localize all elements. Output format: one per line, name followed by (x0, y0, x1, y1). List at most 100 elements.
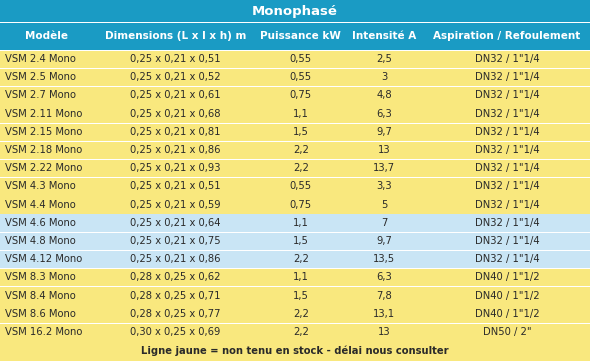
Text: 2,2: 2,2 (293, 163, 309, 173)
Text: 1,5: 1,5 (293, 127, 309, 137)
Text: VSM 4.4 Mono: VSM 4.4 Mono (5, 200, 76, 210)
Text: 0,75: 0,75 (290, 91, 312, 100)
Text: 1,5: 1,5 (293, 291, 309, 300)
Bar (0, 250, 590, 251)
Text: VSM 2.5 Mono: VSM 2.5 Mono (5, 72, 76, 82)
Text: 0,28 x 0,25 x 0,71: 0,28 x 0,25 x 0,71 (130, 291, 221, 300)
Text: 13,1: 13,1 (373, 309, 395, 319)
Text: VSM 4.6 Mono: VSM 4.6 Mono (5, 218, 76, 228)
Text: VSM 2.22 Mono: VSM 2.22 Mono (5, 163, 82, 173)
Text: VSM 4.3 Mono: VSM 4.3 Mono (5, 182, 76, 191)
Text: 7,8: 7,8 (376, 291, 392, 300)
Text: VSM 2.15 Mono: VSM 2.15 Mono (5, 127, 82, 137)
Text: Puissance kW: Puissance kW (260, 31, 342, 41)
Text: DN32 / 1"1/4: DN32 / 1"1/4 (475, 72, 539, 82)
Text: DN32 / 1"1/4: DN32 / 1"1/4 (475, 54, 539, 64)
Text: Aspiration / Refoulement: Aspiration / Refoulement (434, 31, 581, 41)
Text: 9,7: 9,7 (376, 236, 392, 246)
Text: DN40 / 1"1/2: DN40 / 1"1/2 (475, 309, 539, 319)
Text: 0,25 x 0,21 x 0,81: 0,25 x 0,21 x 0,81 (130, 127, 221, 137)
Bar (0, 68, 590, 69)
Text: DN32 / 1"1/4: DN32 / 1"1/4 (475, 254, 539, 264)
Bar (0, 340, 590, 341)
Text: 2,2: 2,2 (293, 309, 309, 319)
Text: 1,1: 1,1 (293, 272, 309, 282)
Bar (0, 159, 590, 177)
Bar (0, 341, 590, 361)
Bar (0, 177, 590, 178)
Text: 0,25 x 0,21 x 0,51: 0,25 x 0,21 x 0,51 (130, 182, 221, 191)
Text: 0,28 x 0,25 x 0,62: 0,28 x 0,25 x 0,62 (130, 272, 221, 282)
Bar (0, 268, 590, 286)
Text: VSM 16.2 Mono: VSM 16.2 Mono (5, 327, 82, 337)
Bar (0, 123, 590, 141)
Text: 3,3: 3,3 (376, 182, 392, 191)
Bar (0, 214, 590, 232)
Text: Dimensions (L x l x h) m: Dimensions (L x l x h) m (104, 31, 246, 41)
Text: Monophasé: Monophasé (252, 4, 338, 17)
Text: 0,25 x 0,21 x 0,51: 0,25 x 0,21 x 0,51 (130, 54, 221, 64)
Bar (0, 141, 590, 142)
Text: DN32 / 1"1/4: DN32 / 1"1/4 (475, 145, 539, 155)
Text: Modèle: Modèle (25, 31, 68, 41)
Text: VSM 8.4 Mono: VSM 8.4 Mono (5, 291, 76, 300)
Text: 13: 13 (378, 145, 391, 155)
Text: 0,25 x 0,21 x 0,86: 0,25 x 0,21 x 0,86 (130, 145, 221, 155)
Bar (0, 22, 590, 50)
Bar (0, 232, 590, 233)
Text: 0,25 x 0,21 x 0,59: 0,25 x 0,21 x 0,59 (130, 200, 221, 210)
Text: DN32 / 1"1/4: DN32 / 1"1/4 (475, 109, 539, 119)
Text: 1,5: 1,5 (293, 236, 309, 246)
Text: DN40 / 1"1/2: DN40 / 1"1/2 (475, 291, 539, 300)
Text: 4,8: 4,8 (376, 91, 392, 100)
Text: 0,28 x 0,25 x 0,77: 0,28 x 0,25 x 0,77 (130, 309, 221, 319)
Text: 0,55: 0,55 (290, 54, 312, 64)
Text: 2,2: 2,2 (293, 254, 309, 264)
Text: DN32 / 1"1/4: DN32 / 1"1/4 (475, 200, 539, 210)
Text: Ligne jaune = non tenu en stock - délai nous consulter: Ligne jaune = non tenu en stock - délai … (141, 346, 449, 356)
Text: 13: 13 (378, 327, 391, 337)
Text: VSM 2.18 Mono: VSM 2.18 Mono (5, 145, 82, 155)
Text: 6,3: 6,3 (376, 109, 392, 119)
Bar (0, 105, 590, 123)
Text: Intensité A: Intensité A (352, 31, 417, 41)
Text: 0,25 x 0,21 x 0,52: 0,25 x 0,21 x 0,52 (130, 72, 221, 82)
Text: 0,75: 0,75 (290, 200, 312, 210)
Text: 0,30 x 0,25 x 0,69: 0,30 x 0,25 x 0,69 (130, 327, 221, 337)
Bar (0, 159, 590, 160)
Text: 13,5: 13,5 (373, 254, 395, 264)
Text: 0,55: 0,55 (290, 72, 312, 82)
Bar (0, 268, 590, 269)
Text: VSM 2.4 Mono: VSM 2.4 Mono (5, 54, 76, 64)
Text: 0,55: 0,55 (290, 182, 312, 191)
Bar (0, 323, 590, 341)
Bar (0, 141, 590, 159)
Text: DN32 / 1"1/4: DN32 / 1"1/4 (475, 236, 539, 246)
Text: VSM 2.11 Mono: VSM 2.11 Mono (5, 109, 82, 119)
Bar (0, 196, 590, 214)
Text: 0,25 x 0,21 x 0,61: 0,25 x 0,21 x 0,61 (130, 91, 221, 100)
Bar (0, 86, 590, 87)
Text: VSM 4.8 Mono: VSM 4.8 Mono (5, 236, 76, 246)
Bar (0, 250, 590, 268)
Text: 2,2: 2,2 (293, 327, 309, 337)
Bar (0, 50, 590, 51)
Text: DN32 / 1"1/4: DN32 / 1"1/4 (475, 218, 539, 228)
Text: 1,1: 1,1 (293, 109, 309, 119)
Text: 3: 3 (381, 72, 388, 82)
Text: DN40 / 1"1/2: DN40 / 1"1/2 (475, 272, 539, 282)
Text: VSM 2.7 Mono: VSM 2.7 Mono (5, 91, 76, 100)
Bar (0, 286, 590, 287)
Text: DN32 / 1"1/4: DN32 / 1"1/4 (475, 182, 539, 191)
Text: DN32 / 1"1/4: DN32 / 1"1/4 (475, 163, 539, 173)
Text: 2,2: 2,2 (293, 145, 309, 155)
Text: 13,7: 13,7 (373, 163, 395, 173)
Bar (0, 286, 590, 305)
Bar (0, 68, 590, 86)
Text: 6,3: 6,3 (376, 272, 392, 282)
Text: VSM 8.6 Mono: VSM 8.6 Mono (5, 309, 76, 319)
Text: 0,25 x 0,21 x 0,93: 0,25 x 0,21 x 0,93 (130, 163, 221, 173)
Text: VSM 8.3 Mono: VSM 8.3 Mono (5, 272, 76, 282)
Text: DN32 / 1"1/4: DN32 / 1"1/4 (475, 91, 539, 100)
Bar (0, 22, 590, 23)
